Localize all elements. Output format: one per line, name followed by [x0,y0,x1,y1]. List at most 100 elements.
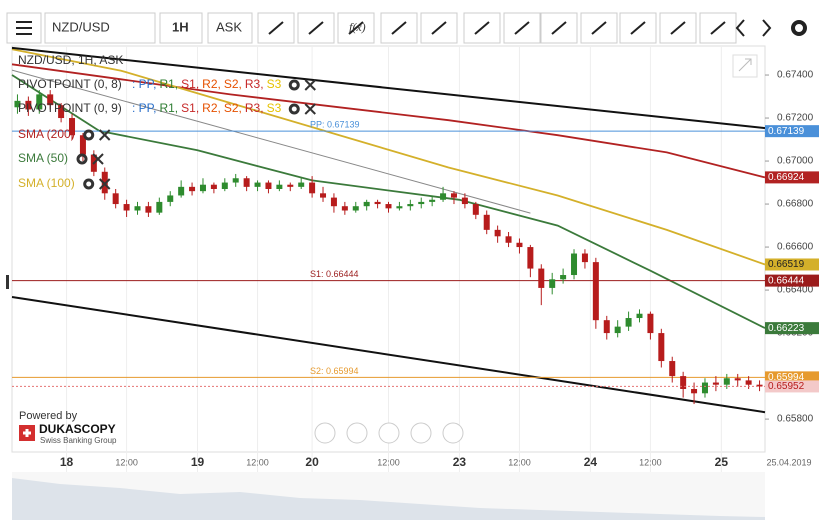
settings-icon[interactable] [83,178,95,190]
settings-icon[interactable] [288,103,300,115]
settings-icon[interactable] [791,20,807,36]
candle-body [472,204,479,215]
settings-icon[interactable] [288,79,300,91]
brand-name: DUKASCOPY [39,422,116,436]
scroll-left[interactable] [314,422,336,444]
candle-body [199,184,206,192]
x-tick-label: 12:00 [508,457,531,467]
remove-icon[interactable] [98,129,111,141]
x-tick-label: 24 [584,455,598,469]
candle-body [658,333,665,362]
tool-icon [348,21,364,35]
pivot-legend-item: R1, [159,101,178,115]
pivot-legend-item: S2, [224,77,242,91]
chart-layer: 0.67400 0.67200 0.67000 0.66800 0.66600 0.664… [11,46,819,472]
candle-body [603,320,610,334]
pivot-legend-item: S1, [181,101,199,115]
zoom-controls [314,422,464,444]
zoom-in[interactable] [410,422,432,444]
tool-icon [710,21,726,35]
expand-button[interactable] [732,54,758,78]
candle-body [385,204,392,209]
zoom-out[interactable] [346,422,368,444]
settings-icon[interactable] [76,153,88,165]
price-box-label: 0.65994 [768,372,805,383]
candle-body [723,378,730,385]
candle-body [352,206,359,211]
candle-body [69,118,76,136]
settings-icon[interactable] [83,129,95,141]
candle-body [669,361,676,377]
tool-buttons [257,12,807,44]
tool-button[interactable] [580,12,618,44]
tool-icon [514,21,530,35]
arrow-right[interactable] [762,19,772,37]
candle-body [516,242,523,248]
candle-body [418,201,425,205]
price-box-label: 0.66519 [768,259,805,270]
candle-body [58,105,65,119]
candle-body [167,195,174,202]
x-tick-label: 20 [305,455,319,469]
tool-icon [551,21,567,35]
resize-handle[interactable] [6,275,9,289]
remove-icon[interactable] [304,79,316,91]
candle-body [505,236,512,243]
pivot-legend-item: R2, [202,101,221,115]
candle-body [691,388,698,394]
price-box [765,322,819,335]
price-box-label: 0.66924 [768,172,805,183]
candle-body [320,193,327,198]
period-select[interactable] [159,12,203,44]
price-box [765,371,819,384]
candle-body [330,197,337,207]
sma-line [11,63,766,179]
pivot-legend-item: R2, [202,77,221,91]
side-select[interactable] [207,12,253,44]
y-tick-label: 0.67200 [777,113,814,124]
candle-body [571,253,578,276]
price-box-label: 0.66223 [768,323,805,334]
menu-icon [16,21,32,35]
sma-legend: SMA (200) [18,127,75,141]
candle-body [14,100,21,108]
candle-body [243,178,250,187]
candle-body [145,206,152,213]
tool-icon [431,21,447,35]
navigator-area [12,478,765,520]
candle-body [232,178,239,183]
tool-button[interactable] [540,12,578,44]
pivot-legend-item: S3 [267,101,282,115]
candle-body [592,262,599,321]
candle-body [298,182,305,187]
symbol-select[interactable] [44,12,156,44]
scroll-right[interactable] [442,422,464,444]
arrow-left[interactable] [735,19,745,37]
pivot-legend-item: : PP, [132,77,156,91]
sma-legend: SMA (50) [18,151,68,165]
candle-body [363,201,370,207]
candle-body [614,326,621,334]
remove-icon[interactable] [92,153,104,165]
remove-icon[interactable] [304,103,316,115]
candle-body [134,206,141,211]
tool-icon [391,21,407,35]
candle-body [210,184,217,190]
remove-icon[interactable] [98,178,111,190]
candle-body [287,184,294,187]
price-box [765,274,819,287]
reset[interactable] [378,422,400,444]
candle-body [112,193,119,205]
side-text: ASK [216,19,242,34]
pivot-legend-item: S2, [224,101,242,115]
y-tick-label: 0.65800 [777,414,814,425]
price-box [765,171,819,184]
candle-body [636,313,643,319]
candle-body [123,204,130,211]
sma-line [11,74,766,329]
tool-icon [268,21,284,35]
candle-body [25,100,32,110]
candle-body [560,275,567,280]
fx-text: f(x) [349,20,366,34]
